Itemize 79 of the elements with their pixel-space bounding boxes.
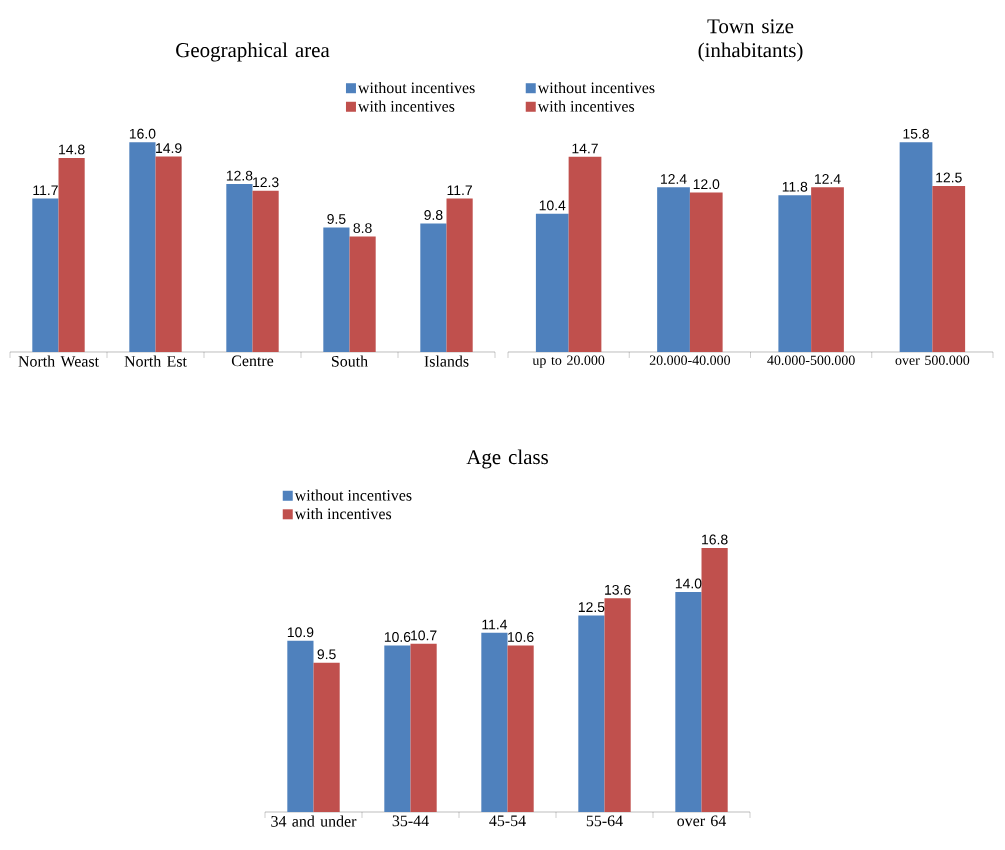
- bar: [778, 195, 812, 352]
- data-label: 10.4: [539, 200, 566, 211]
- x-tick-label: over 500.000: [895, 355, 970, 365]
- data-label: 14.7: [572, 143, 598, 154]
- bar: [568, 156, 602, 352]
- data-label: 13.6: [605, 584, 631, 595]
- x-tick-label: over 64: [677, 815, 727, 827]
- bar: [689, 192, 723, 352]
- data-label: 9.5: [327, 213, 346, 224]
- chart-title: Age class: [466, 449, 548, 469]
- bar: [535, 213, 569, 352]
- chart-title: Geographical area: [176, 42, 330, 62]
- x-tick-label: 34 and under: [271, 815, 357, 827]
- data-label: 11.7: [447, 185, 472, 196]
- bar: [384, 645, 411, 812]
- x-tick-label: North Weast: [18, 355, 99, 367]
- data-label: 10.6: [384, 632, 411, 642]
- x-tick-label: 40.000-500.000: [767, 355, 855, 365]
- data-label: 14.8: [59, 144, 85, 155]
- x-tick-label: 45-54: [489, 815, 526, 827]
- x-tick-label: 35-44: [392, 815, 429, 827]
- x-tick-label: Centre: [231, 355, 274, 367]
- bar: [349, 236, 376, 352]
- legend-label: with incentives: [537, 100, 635, 112]
- bar: [155, 156, 182, 352]
- data-label: 12.4: [814, 174, 841, 184]
- data-label: 12.4: [661, 174, 687, 184]
- x-tick-label: 55-64: [586, 815, 623, 827]
- bar: [420, 223, 447, 352]
- bar: [446, 198, 473, 352]
- data-label: 8.8: [353, 223, 372, 234]
- data-label: 11.7: [33, 185, 58, 196]
- bar: [323, 227, 350, 352]
- data-label: 10.7: [411, 630, 437, 641]
- legend-label: with incentives: [357, 100, 455, 112]
- bar: [507, 645, 534, 812]
- bar: [578, 615, 605, 812]
- bar: [32, 198, 59, 352]
- bar: [481, 632, 508, 812]
- data-label: 16.0: [129, 128, 156, 139]
- legend-label: without incentives: [357, 81, 475, 94]
- bar: [657, 187, 690, 352]
- bar: [226, 184, 253, 352]
- bar: [604, 598, 631, 812]
- x-tick-label: North Est: [124, 355, 187, 367]
- bar: [252, 190, 279, 352]
- data-label: 10.9: [287, 627, 314, 638]
- data-label: 12.5: [936, 172, 962, 183]
- data-label: 14.9: [156, 143, 182, 154]
- data-label: 11.4: [482, 619, 508, 630]
- bar: [932, 185, 966, 352]
- data-label: 12.5: [578, 602, 605, 613]
- x-tick-label: up to 20.000: [532, 355, 605, 368]
- x-tick-label: South: [331, 355, 368, 367]
- bar: [410, 643, 437, 812]
- x-tick-label: Islands: [424, 355, 469, 367]
- data-label: 9.5: [317, 649, 336, 660]
- legend-label: without incentives: [294, 489, 412, 501]
- data-label: 12.3: [253, 177, 279, 188]
- legend-label: without incentives: [537, 81, 655, 94]
- bar: [129, 142, 156, 352]
- data-label: 11.8: [782, 181, 808, 192]
- bar: [58, 157, 85, 352]
- bar: [675, 592, 702, 812]
- legend-label: with incentives: [294, 508, 392, 520]
- data-label: 12.0: [693, 179, 720, 190]
- bar: [701, 548, 728, 812]
- chart-title: Town size (inhabitants): [698, 19, 803, 62]
- x-tick-label: 20.000-40.000: [649, 355, 731, 365]
- data-label: 15.8: [903, 128, 929, 139]
- data-label: 16.8: [702, 534, 728, 545]
- bar: [811, 187, 844, 352]
- bar: [313, 662, 340, 812]
- data-label: 10.6: [508, 632, 534, 642]
- data-label: 9.8: [424, 210, 443, 220]
- data-label: 12.8: [226, 170, 253, 181]
- bar: [899, 142, 933, 352]
- data-label: 14.0: [675, 578, 702, 589]
- bar: [287, 640, 314, 812]
